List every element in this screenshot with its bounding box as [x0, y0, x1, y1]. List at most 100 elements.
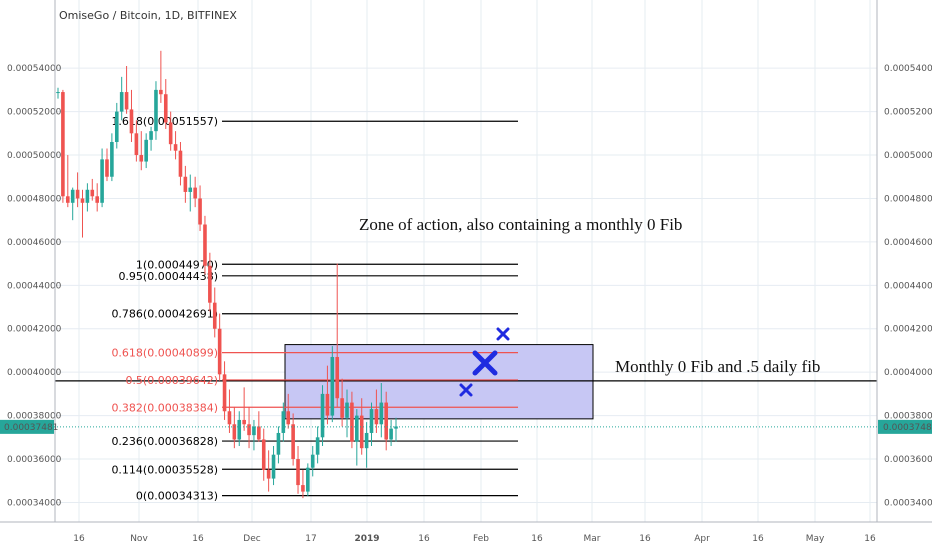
candle-body: [129, 109, 134, 134]
x-tick-label: 16: [639, 534, 651, 544]
candle-body: [144, 139, 148, 162]
y-tick-label-left: 0.00044000: [7, 281, 62, 291]
candle-body: [110, 142, 114, 177]
candle-body: [306, 467, 310, 492]
candle-body: [70, 189, 75, 203]
candle-body: [350, 402, 354, 442]
x-marker-stroke: [472, 350, 498, 376]
x-tick-label: 16: [418, 534, 430, 544]
candle-body: [212, 302, 217, 329]
candle-body: [266, 469, 271, 479]
candle-body: [384, 402, 389, 440]
fib-retracement[interactable]: 1.618(0.00051557)1(0.00044970)0.95(0.000…: [111, 115, 518, 503]
candle-body: [100, 159, 104, 203]
candle-body: [203, 224, 207, 266]
x-tick-label: 16: [192, 534, 204, 544]
candle-body: [90, 189, 95, 197]
y-tick-label-right: 0.00044000: [884, 281, 932, 291]
candle-body: [178, 150, 183, 177]
fib-label: 0.236(0.00036828): [111, 435, 218, 448]
y-tick-label-right: 0.00054000: [884, 64, 932, 74]
candle-body: [232, 424, 237, 440]
candle-body: [95, 196, 99, 203]
last-price-label-right: 0.00037481: [883, 423, 932, 433]
x-markers: [459, 327, 510, 397]
candle-body: [119, 92, 124, 112]
x-tick-label: Dec: [243, 534, 260, 544]
fib-label: 0.382(0.00038384): [111, 401, 218, 414]
fib-label: 0.5(0.00039642): [125, 374, 218, 387]
y-tick-label-left: 0.00040000: [7, 368, 62, 378]
y-tick-label-right: 0.00042000: [884, 325, 932, 335]
last-price-badge-right: [878, 419, 932, 434]
fib-label: 0.114(0.00035528): [111, 463, 218, 476]
annotation-monthly-fib: Monthly 0 Fib and .5 daily fib: [615, 357, 820, 376]
x-tick-label: Feb: [473, 534, 489, 544]
x-tick-label: May: [806, 534, 825, 544]
candle-body: [286, 411, 291, 425]
y-tick-label-right: 0.00038000: [884, 412, 932, 422]
candle-body: [315, 437, 320, 455]
candle-body: [242, 419, 246, 425]
candle-body: [183, 176, 188, 192]
chart-title: OmiseGo / Bitcoin, 1D, BITFINEX: [59, 9, 237, 22]
candle-body: [65, 196, 70, 203]
candle-body: [252, 426, 256, 436]
x-tick-label: 16: [73, 534, 85, 544]
y-tick-label-right: 0.00048000: [884, 194, 932, 204]
y-tick-label-right: 0.00052000: [884, 108, 932, 118]
candle-body: [163, 94, 168, 123]
y-tick-label-left: 0.00048000: [7, 194, 62, 204]
candle-body: [389, 428, 393, 440]
candle-body: [330, 356, 335, 416]
fib-label: 0.786(0.00042691): [111, 308, 218, 321]
y-tick-label-left: 0.00050000: [7, 151, 62, 161]
x-tick-label: Nov: [130, 534, 148, 544]
x-tick-label: 16: [864, 534, 876, 544]
fib-label: 0(0.00034313): [136, 490, 218, 503]
candle-body: [257, 426, 261, 440]
candle-body: [345, 402, 349, 418]
x-tick-label: 16: [531, 534, 543, 544]
candle-body: [85, 189, 90, 203]
candle-body: [217, 328, 222, 375]
candle-body: [340, 398, 344, 418]
candle-body: [271, 454, 276, 479]
fib-label: 1(0.00044970): [136, 258, 218, 271]
candle-body: [168, 122, 173, 145]
candle-body: [237, 419, 242, 440]
candle-body: [198, 198, 202, 225]
candle-body: [310, 454, 315, 468]
candle-body: [114, 111, 119, 142]
candle-body: [374, 409, 379, 425]
candle-body: [56, 92, 60, 94]
candle-body: [208, 265, 212, 303]
y-tick-label-left: 0.00038000: [7, 412, 62, 422]
candle-body: [379, 402, 384, 425]
candle-body: [75, 189, 80, 199]
x-marker-stroke: [459, 383, 473, 397]
y-tick-label-right: 0.00046000: [884, 238, 932, 248]
candle-body: [301, 485, 305, 492]
y-tick-label-right: 0.00040000: [884, 368, 932, 378]
candle-body: [134, 133, 139, 156]
y-tick-label-right: 0.00050000: [884, 151, 932, 161]
candle-body: [355, 415, 359, 442]
candle-body: [61, 92, 65, 197]
x-tick-label: 2019: [354, 534, 379, 544]
y-tick-label-left: 0.00052000: [7, 108, 62, 118]
y-tick-label-left: 0.00034000: [7, 498, 62, 508]
y-tick-label-left: 0.00036000: [7, 455, 62, 465]
candle-body: [296, 459, 300, 486]
candle-body: [261, 439, 266, 470]
candle-body: [105, 159, 109, 177]
candle-body: [247, 424, 251, 436]
candle-body: [369, 409, 374, 433]
candle-body: [188, 187, 193, 192]
candle-body: [276, 432, 281, 455]
candle-body: [149, 131, 153, 140]
candle-body: [335, 356, 340, 399]
candle-body: [124, 92, 129, 110]
